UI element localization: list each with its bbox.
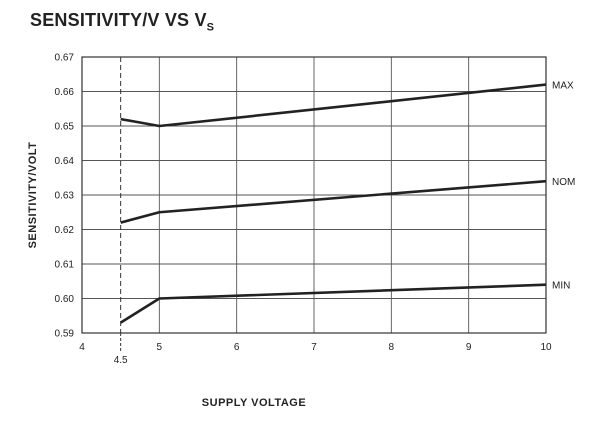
- x-tick-label: 10: [540, 342, 552, 353]
- chart-title-subscript: S: [206, 21, 215, 34]
- grid-lines: [82, 57, 546, 333]
- series-label: NOM: [552, 177, 575, 188]
- x-tick-label: 7: [311, 342, 317, 353]
- series-line: [120, 179, 547, 224]
- y-tick-label: 0.64: [55, 156, 75, 167]
- chart-title: SENSITIVITY/V VS VS: [30, 10, 214, 34]
- x-tick-label: 9: [466, 342, 472, 353]
- y-tick-label: 0.66: [55, 87, 75, 98]
- series-line: [120, 83, 547, 128]
- x-tick-label: 4: [79, 342, 85, 353]
- y-tick-label: 0.63: [55, 191, 75, 202]
- tick-labels: 4 5 6 7 8 9 10 4.5 0.59 0.60 0.61 0.62 0.63 0.64 0.65 0…: [55, 53, 552, 367]
- x-tick-label: 6: [234, 342, 240, 353]
- axes: [81, 56, 547, 334]
- y-tick-label: 0.67: [55, 53, 75, 64]
- y-tick-label: 0.62: [55, 225, 75, 236]
- chart-title-main: SENSITIVITY/V VS V: [30, 10, 207, 30]
- series-labels: MAX NOM MIN: [552, 81, 575, 292]
- x-axis-label: SUPPLY VOLTAGE: [202, 397, 306, 409]
- y-tick-label: 0.60: [55, 294, 75, 305]
- series-lines: [119, 83, 547, 324]
- y-tick-label: 0.65: [55, 122, 75, 133]
- plot-frame: [81, 56, 547, 334]
- series-line: [119, 283, 547, 324]
- y-tick-label: 0.61: [55, 260, 75, 271]
- x-tick-label: 5: [157, 342, 163, 353]
- x-tick-label-extra: 4.5: [114, 355, 128, 366]
- x-tick-label: 8: [389, 342, 395, 353]
- series-label: MIN: [552, 281, 570, 292]
- y-tick-label: 0.59: [55, 329, 75, 340]
- series-label: MAX: [552, 81, 574, 92]
- y-axis-label: SENSITIVITY/VOLT: [27, 142, 39, 249]
